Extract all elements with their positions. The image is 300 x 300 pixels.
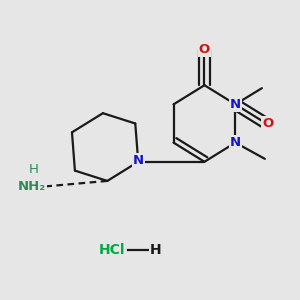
Text: N: N bbox=[230, 98, 241, 111]
Text: N: N bbox=[230, 136, 241, 149]
Text: N: N bbox=[133, 154, 144, 167]
Text: O: O bbox=[199, 44, 210, 56]
Text: NH₂: NH₂ bbox=[18, 180, 46, 193]
Text: O: O bbox=[262, 117, 273, 130]
Text: H: H bbox=[29, 163, 39, 176]
Text: H: H bbox=[150, 243, 162, 257]
Text: HCl: HCl bbox=[98, 243, 125, 257]
